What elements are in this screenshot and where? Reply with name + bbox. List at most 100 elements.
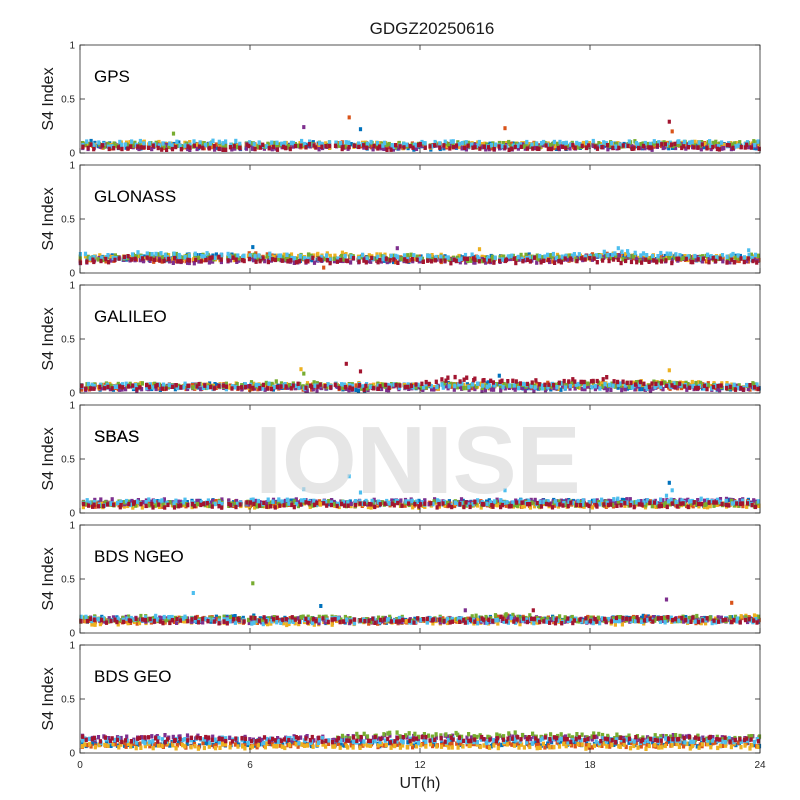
data-point bbox=[686, 145, 690, 150]
data-point bbox=[206, 385, 210, 390]
data-point bbox=[483, 387, 487, 393]
data-point bbox=[306, 256, 310, 261]
data-point bbox=[498, 379, 502, 384]
data-point bbox=[611, 502, 615, 508]
data-point bbox=[674, 252, 678, 257]
data-point bbox=[392, 503, 396, 508]
data-point bbox=[81, 504, 85, 510]
data-point bbox=[151, 616, 155, 621]
data-point bbox=[342, 503, 347, 508]
data-point bbox=[423, 141, 427, 146]
data-point bbox=[595, 146, 600, 151]
data-point bbox=[746, 386, 750, 392]
data-point bbox=[278, 253, 283, 258]
data-point bbox=[639, 142, 643, 147]
data-point bbox=[431, 621, 435, 626]
data-point bbox=[519, 252, 523, 258]
data-point bbox=[446, 620, 450, 626]
data-point bbox=[630, 146, 634, 151]
data-point bbox=[755, 382, 759, 387]
data-point bbox=[349, 254, 353, 259]
data-point bbox=[623, 387, 627, 392]
data-point bbox=[168, 259, 172, 264]
data-point bbox=[328, 260, 332, 266]
data-point bbox=[179, 384, 183, 390]
data-point bbox=[638, 145, 642, 151]
data-point bbox=[627, 139, 631, 144]
data-point bbox=[576, 145, 580, 150]
data-point bbox=[698, 143, 702, 148]
data-point bbox=[370, 498, 374, 504]
data-point bbox=[559, 144, 563, 149]
data-point bbox=[574, 382, 578, 387]
data-point bbox=[155, 382, 159, 388]
data-point bbox=[369, 502, 373, 507]
data-point bbox=[327, 143, 331, 149]
data-point bbox=[187, 258, 192, 263]
data-point bbox=[718, 497, 723, 502]
data-point bbox=[406, 253, 410, 258]
data-point bbox=[406, 384, 410, 390]
data-point bbox=[711, 256, 715, 261]
data-point bbox=[534, 378, 538, 383]
data-point bbox=[623, 501, 627, 506]
data-point bbox=[326, 382, 330, 387]
data-point bbox=[288, 616, 292, 621]
data-point bbox=[623, 503, 627, 508]
data-point bbox=[553, 260, 557, 265]
data-point bbox=[664, 258, 668, 263]
data-point bbox=[136, 144, 140, 149]
data-point bbox=[283, 498, 288, 504]
data-point bbox=[280, 258, 284, 263]
data-point bbox=[83, 254, 88, 259]
data-point bbox=[439, 258, 443, 263]
data-point bbox=[733, 141, 737, 146]
data-point bbox=[677, 503, 681, 508]
data-point bbox=[512, 383, 516, 388]
data-point bbox=[553, 499, 557, 504]
data-point bbox=[140, 505, 144, 510]
data-point bbox=[514, 141, 518, 147]
data-point bbox=[546, 252, 550, 258]
data-point bbox=[732, 382, 736, 387]
data-point bbox=[120, 146, 124, 152]
data-point bbox=[646, 141, 650, 147]
data-point bbox=[365, 256, 369, 261]
data-point bbox=[522, 504, 527, 509]
data-point bbox=[651, 386, 655, 391]
data-point bbox=[576, 498, 580, 504]
data-point bbox=[417, 498, 421, 504]
data-point bbox=[126, 146, 130, 151]
data-point bbox=[611, 145, 615, 151]
data-point bbox=[405, 256, 409, 262]
data-point bbox=[602, 502, 606, 507]
data-point bbox=[411, 145, 415, 150]
data-point bbox=[162, 499, 166, 504]
data-point bbox=[421, 259, 425, 264]
data-point bbox=[530, 620, 534, 625]
data-point bbox=[634, 256, 638, 262]
series-7-marks bbox=[82, 499, 758, 510]
data-point bbox=[575, 502, 579, 508]
data-point bbox=[119, 500, 123, 505]
data-point bbox=[415, 502, 419, 507]
data-point bbox=[455, 385, 459, 390]
data-point bbox=[446, 142, 451, 148]
data-point bbox=[228, 258, 233, 263]
data-point bbox=[157, 502, 161, 507]
data-point bbox=[365, 141, 370, 146]
data-point bbox=[423, 504, 427, 509]
data-point bbox=[124, 619, 128, 624]
data-point bbox=[486, 255, 491, 261]
data-point bbox=[392, 500, 396, 505]
data-point bbox=[639, 499, 643, 504]
data-point bbox=[126, 384, 131, 389]
data-point bbox=[247, 502, 251, 507]
data-point bbox=[87, 503, 91, 508]
data-point bbox=[224, 144, 228, 149]
data-point bbox=[737, 383, 741, 388]
data-point bbox=[427, 502, 431, 507]
data-point bbox=[512, 256, 516, 261]
data-point bbox=[427, 381, 431, 387]
data-point bbox=[232, 144, 236, 149]
